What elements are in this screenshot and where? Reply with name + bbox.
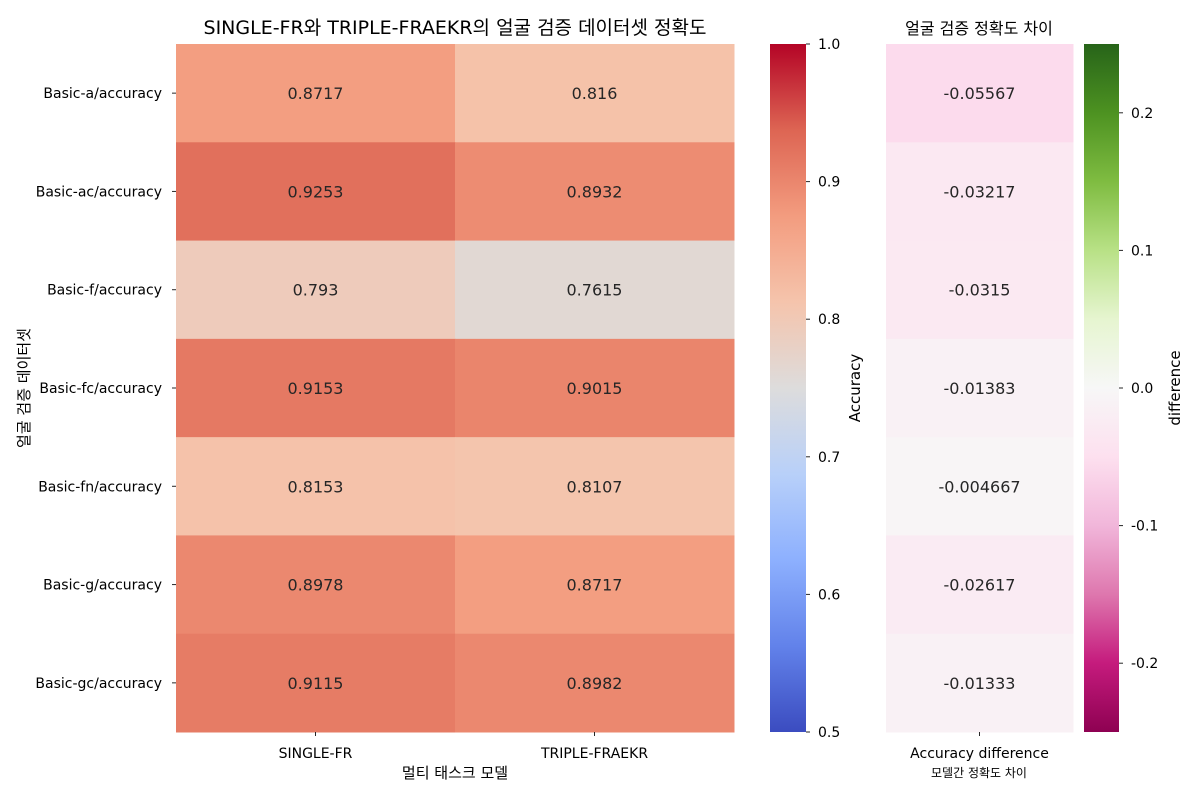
accuracy-colorbar-ticks: 0.5 0.6 0.7 0.8 0.9 1.0 <box>806 37 840 741</box>
cell-value-label: 0.8932 <box>567 182 623 201</box>
x-tick-label: TRIPLE-FRAEKR <box>540 746 648 762</box>
x-tick-label: SINGLE-FR <box>279 746 353 762</box>
left-row-labels: Basic-a/accuracy Basic-ac/accuracy Basic-f… <box>35 86 176 692</box>
colorbar-tick-label: 0.5 <box>818 725 840 741</box>
difference-colorbar-ticks: -0.2 -0.1 0.0 0.1 0.2 <box>1119 106 1158 672</box>
heatmap-cell <box>176 142 456 242</box>
cell-value-label: 0.9153 <box>288 379 344 398</box>
cell-value-label: 0.8982 <box>567 674 623 693</box>
heatmap-cell <box>176 44 456 143</box>
x-axis-label: 멀티 태스크 모델 <box>402 764 508 782</box>
heatmap-cell <box>455 535 735 635</box>
accuracy-colorbar-label: Accuracy <box>846 354 864 423</box>
heatmap-cell <box>176 535 456 635</box>
colorbar-tick-label: 0.1 <box>1131 243 1153 259</box>
colorbar-tick-label: 0.7 <box>818 450 840 466</box>
y-tick-label: Basic-a/accuracy <box>43 86 162 102</box>
heatmap-cell <box>886 142 1074 242</box>
heatmap-cell <box>176 633 456 733</box>
heatmap-cell <box>455 633 735 733</box>
cell-value-label: 0.9015 <box>567 379 623 398</box>
y-tick-label: Basic-gc/accuracy <box>35 676 162 692</box>
cell-value-label: -0.0315 <box>949 281 1011 300</box>
cell-value-label: 0.7615 <box>567 281 623 300</box>
heatmap-cell <box>886 44 1074 143</box>
heatmap-cell <box>455 142 735 242</box>
cell-value-label: -0.01383 <box>944 379 1016 398</box>
heatmap-cell <box>176 437 456 536</box>
heatmap-cell <box>455 338 735 438</box>
heatmap-cell <box>176 338 456 438</box>
colorbar-tick-label: 0.0 <box>1131 381 1153 397</box>
y-tick-label: Basic-fn/accuracy <box>38 479 162 495</box>
cell-value-label: 0.8153 <box>288 477 344 496</box>
cell-value-label: 0.8107 <box>567 477 623 496</box>
left-heatmap-cells: 0.8717 0.816 0.9253 0.8932 0.793 0.7615 0.9153… <box>176 44 735 733</box>
cell-value-label: 0.793 <box>293 281 339 300</box>
difference-x-axis-label: 모델간 정확도 차이 <box>931 766 1027 780</box>
right-column-labels: Accuracy difference <box>910 732 1049 762</box>
cell-value-label: 0.8978 <box>288 576 344 595</box>
left-column-labels: SINGLE-FR TRIPLE-FRAEKR <box>279 732 648 762</box>
cell-value-label: -0.004667 <box>938 477 1020 496</box>
difference-chart-title: 얼굴 검증 정확도 차이 <box>905 19 1053 38</box>
colorbar-tick-label: -0.1 <box>1131 519 1158 535</box>
cell-value-label: 0.9253 <box>288 182 344 201</box>
chart-title: SINGLE-FR와 TRIPLE-FRAEKR의 얼굴 검증 데이터셋 정확도 <box>204 17 707 39</box>
cell-value-label: -0.02617 <box>944 576 1016 595</box>
cell-value-label: 0.9115 <box>288 674 344 693</box>
colorbar-tick-label: 1.0 <box>818 37 840 53</box>
difference-colorbar <box>1084 44 1119 732</box>
heatmap-cell <box>886 240 1074 340</box>
accuracy-colorbar <box>770 44 806 732</box>
heatmap-cell <box>886 633 1074 733</box>
y-tick-label: Basic-fc/accuracy <box>39 381 162 397</box>
cell-value-label: -0.01333 <box>944 674 1016 693</box>
colorbar-tick-label: 0.2 <box>1131 106 1153 122</box>
difference-colorbar-label: difference <box>1166 350 1184 425</box>
right-heatmap-cells: -0.05567 -0.03217 -0.0315 -0.01383 -0.004667… <box>886 44 1074 733</box>
heatmap-cell <box>176 240 456 340</box>
cell-value-label: -0.03217 <box>944 182 1016 201</box>
colorbar-tick-label: 0.9 <box>818 175 840 191</box>
x-tick-label: Accuracy difference <box>910 746 1049 762</box>
y-tick-label: Basic-f/accuracy <box>47 283 162 299</box>
cell-value-label: 0.8717 <box>567 576 623 595</box>
colorbar-tick-label: -0.2 <box>1131 656 1158 672</box>
heatmap-cell <box>886 338 1074 438</box>
heatmap-cell <box>455 240 735 340</box>
y-axis-label: 얼굴 검증 데이터셋 <box>15 328 33 448</box>
heatmap-cell <box>886 437 1074 536</box>
cell-value-label: 0.8717 <box>288 84 344 103</box>
y-tick-label: Basic-g/accuracy <box>43 578 162 594</box>
cell-value-label: 0.816 <box>572 84 618 103</box>
cell-value-label: -0.05567 <box>944 84 1016 103</box>
heatmap-cell <box>886 535 1074 635</box>
colorbar-tick-label: 0.8 <box>818 312 840 328</box>
heatmap-cell <box>455 437 735 536</box>
colorbar-tick-label: 0.6 <box>818 587 840 603</box>
heatmap-cell <box>455 44 735 143</box>
y-tick-label: Basic-ac/accuracy <box>36 184 162 200</box>
